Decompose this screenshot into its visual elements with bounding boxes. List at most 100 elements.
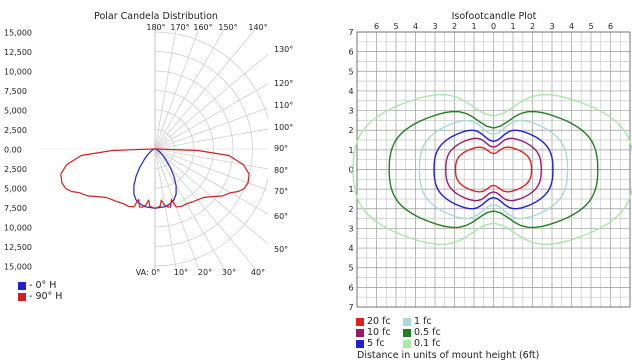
legend-swatch-20fc (356, 317, 364, 326)
iso-x-tick-label: 2 (530, 22, 535, 31)
polar-grid-circle (155, 31, 268, 267)
iso-y-tick-label: 5 (348, 67, 353, 76)
polar-angle-label: VA: 0° (136, 268, 161, 277)
iso-y-tick-label: 3 (348, 107, 353, 116)
legend-swatch-0h (18, 281, 26, 290)
iso-x-tick-label: 4 (569, 22, 574, 31)
legend-swatch-5fc (356, 339, 364, 348)
polar-angle-label: 70° (274, 187, 288, 196)
polar-grid-radial (155, 148, 200, 270)
polar-angle-label: 40° (251, 268, 265, 277)
legend-label-0h: - 0° H (29, 280, 57, 291)
candela-tick-label: 12,500 (4, 48, 32, 57)
polar-angle-label: 130° (274, 45, 293, 54)
polar-angle-label: 90° (274, 144, 288, 153)
polar-angle-label: 50° (274, 245, 288, 254)
iso-y-tick-label: 0 (348, 166, 353, 175)
candela-tick-label: 10,000 (4, 68, 32, 77)
iso-y-tick-label: 3 (348, 224, 353, 233)
iso-y-tick-label: 7 (348, 28, 353, 37)
iso-x-tick-label: 1 (510, 22, 515, 31)
distance-note: Distance in units of mount height (6ft) (357, 350, 540, 361)
iso-contour-3 (418, 119, 569, 220)
legend-swatch-90h (18, 292, 26, 301)
iso-y-tick-label: 5 (348, 264, 353, 273)
legend-label-5fc: 5 fc (367, 338, 385, 349)
legend-label-10fc: 10 fc (367, 327, 391, 338)
polar-angle-label: 120° (274, 79, 293, 88)
polar-series-1 (60, 148, 250, 209)
iso-x-tick-label: 3 (432, 22, 437, 31)
polar-chart-title: Polar Candela Distribution (94, 11, 218, 22)
polar-grid-radial (155, 148, 177, 270)
candela-tick-label: 15,000 (4, 263, 32, 272)
iso-plot-frame (356, 31, 631, 308)
iso-x-tick-label: 6 (374, 22, 379, 31)
iso-x-tick-label: 2 (452, 22, 457, 31)
polar-angle-label: 150° (218, 23, 237, 32)
polar-grid-radial (155, 107, 268, 150)
polar-candela-chart: Polar Candela Distribution 15,000 12,500 10… (4, 11, 293, 277)
polar-grid-radial (155, 148, 268, 215)
polar-angle-label: 170° (170, 23, 189, 32)
candela-tick-label: 0.00 (4, 146, 22, 155)
polar-legend: - 0° H - 90° H (18, 280, 62, 302)
polar-angle-label: 100° (274, 123, 293, 132)
legend-item-5fc: 5 fc (356, 338, 391, 349)
candela-tick-label: 5,000 (4, 185, 27, 194)
iso-chart-title: Isofootcandle Plot (452, 11, 537, 22)
legend-item-0h: - 0° H (18, 280, 62, 291)
legend-item-10fc: 10 fc (356, 327, 391, 338)
polar-grid-radial (155, 148, 226, 270)
candela-tick-label: 7,500 (4, 204, 27, 213)
polar-grid-radial (155, 30, 199, 150)
legend-swatch-01fc (403, 339, 411, 348)
polar-grid-radial (155, 128, 268, 150)
polar-angle-label: 180° (146, 23, 165, 32)
legend-item-1fc: 1 fc (403, 316, 441, 327)
candela-tick-label: 2,500 (4, 165, 27, 174)
legend-item-05fc: 0.5 fc (403, 327, 441, 338)
legend-swatch-10fc (356, 328, 364, 337)
legend-item-90h: - 90° H (18, 291, 62, 302)
polar-grid-radial (155, 30, 256, 150)
iso-x-tick-label: 1 (471, 22, 476, 31)
polar-grid-radial (155, 148, 258, 270)
polar-grid-radial (155, 30, 225, 150)
polar-grid-radial (155, 83, 268, 150)
polar-grid-radial (155, 148, 268, 170)
polar-grid-radial (155, 148, 268, 245)
legend-label-05fc: 0.5 fc (414, 327, 441, 338)
legend-item-20fc: 20 fc (356, 316, 391, 327)
iso-grid (356, 31, 631, 308)
iso-legend-col-2: 1 fc 0.5 fc 0.1 fc (403, 316, 441, 349)
iso-x-tick-label: 4 (413, 22, 418, 31)
legend-item-01fc: 0.1 fc (403, 338, 441, 349)
polar-angle-label: 80° (274, 166, 288, 175)
candela-tick-label: 12,500 (4, 243, 32, 252)
legend-label-1fc: 1 fc (414, 316, 432, 327)
polar-angle-label: 160° (193, 23, 212, 32)
iso-y-tick-label: 4 (348, 244, 353, 253)
polar-grid-radial (155, 30, 177, 150)
polar-grid-radial (155, 148, 268, 191)
iso-y-tick-label: 1 (348, 185, 353, 194)
iso-contour-5 (352, 93, 632, 246)
iso-x-tick-label: 6 (608, 22, 613, 31)
iso-x-tick-label: 5 (393, 22, 398, 31)
iso-contour-0 (454, 146, 533, 193)
candela-tick-label: 7,500 (4, 87, 27, 96)
iso-y-tick-label: 4 (348, 87, 353, 96)
candela-tick-label: 15,000 (4, 29, 32, 38)
iso-contour-2 (433, 129, 554, 210)
candela-tick-label: 2,500 (4, 126, 27, 135)
polar-grid (155, 30, 268, 270)
polar-angle-label: 110° (274, 101, 293, 110)
iso-contour-1 (444, 137, 543, 202)
candela-tick-label: 5,000 (4, 107, 27, 116)
iso-y-tick-label: 6 (348, 283, 353, 292)
polar-angle-label: 140° (248, 23, 267, 32)
iso-y-tick-label: 6 (348, 48, 353, 57)
isofootcandle-chart: Isofootcandle Plot 6 5 4 3 2 1 0 1 2 3 4 5 6 7 6 5 4 3 2 1 0 1… (348, 11, 632, 312)
